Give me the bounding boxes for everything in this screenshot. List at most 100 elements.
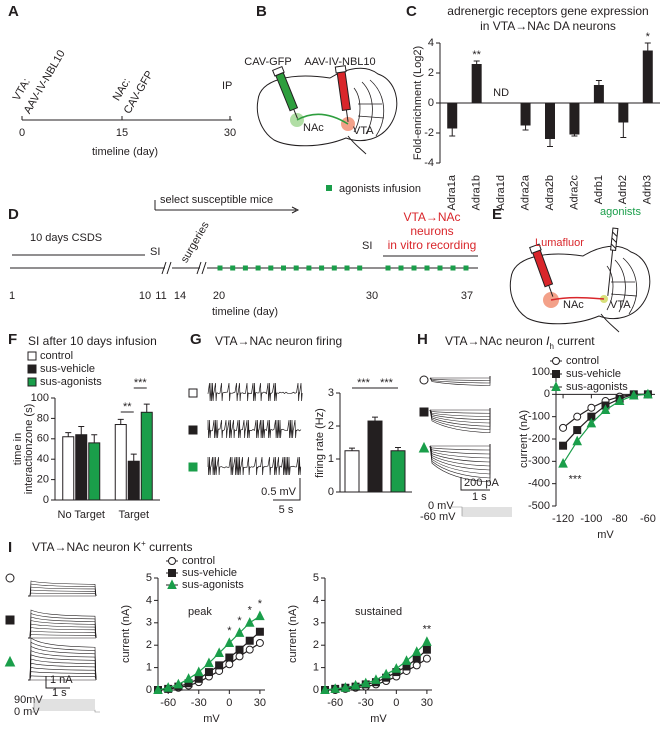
arrow-head [291,206,300,214]
syringe [271,65,299,119]
y-tick-label: -400 [528,478,550,490]
marker [600,404,611,414]
trace [207,419,302,439]
legend-swatch [27,364,37,374]
error-bar [91,434,98,443]
trace [429,444,491,483]
x-tick-label: -120 [552,513,574,525]
legend-label: agonists infusion [339,183,421,195]
group-marker [419,375,429,385]
scale-label: 1 s [472,491,487,503]
bar [88,442,101,501]
trace [430,444,491,447]
scale-bar [273,478,301,501]
marker [255,627,264,636]
y-tick-label: 80 [37,412,49,424]
error-bar [644,42,651,51]
x-tick-label: -60 [160,697,176,709]
label: NAc [303,122,324,134]
bar [390,450,406,493]
y-axis-label: current (nA) [287,605,299,663]
infusion-dot [230,265,236,271]
tick-label: 37 [461,290,473,302]
error-bar [372,416,378,422]
y-tick-label: 100 [31,392,49,404]
y-tick-label: 0 [428,97,434,109]
y-tick-label: 0 [313,684,319,696]
annotation: ** [423,624,432,636]
y-tick-label: -4 [424,157,434,169]
tick-label: 20 [213,290,225,302]
marker [401,655,412,665]
group-marker [419,407,429,417]
legend-label: control [40,350,73,362]
y-tick-label: 2 [328,420,334,432]
title-part: VTA→NAc neuron [445,334,546,348]
y-tick-label: 60 [37,433,49,445]
x-axis-label: mV [597,529,614,541]
annotation: * [248,605,253,617]
panel-label: B [256,3,267,20]
marker [422,636,432,646]
legend-marker [551,381,561,391]
x-tick-label: 0 [226,697,232,709]
chart-title: VTA→NAc neuron Ih current [445,334,595,350]
marker [422,645,431,654]
panel-label: H [417,331,428,348]
plot-label: sustained [355,606,402,618]
error-bar [595,80,602,85]
marker [245,636,254,645]
significance: ** [123,401,132,413]
bar [75,434,88,501]
panel-label: G [190,331,202,348]
bar [642,50,653,103]
y-axis-label: Fold-enrichment (Log2) [412,46,424,160]
protocol-label: 90mV [14,694,43,706]
trace [429,408,491,434]
marker [586,417,597,428]
x-axis-label: mV [370,713,387,725]
infusion-dot [293,265,299,271]
chart-title: SI after 10 days infusion [28,334,157,348]
panel-label: C [406,3,417,20]
x-tick-label: Adrb1 [593,175,605,204]
infusion-dot [319,265,325,271]
trace [28,613,97,639]
x-tick-label: Adra2a [519,174,531,210]
bar [114,424,127,501]
y-tick-label: 4 [146,594,152,606]
panel-label: D [8,206,19,223]
title-part: h [550,342,554,351]
trace [207,456,302,476]
infusion-dot [450,265,456,271]
tick-label: 1 [9,290,15,302]
axis-break [196,261,207,275]
x-tick-label: -30 [358,697,374,709]
bar [367,420,383,493]
projection [550,296,605,301]
bar [471,64,482,103]
label: neurons [410,224,453,238]
marker [391,663,402,673]
y-tick-label: 5 [146,572,152,584]
y-tick-label: 3 [313,617,319,629]
chart-title: VTA→NAc neuron firing [215,334,342,348]
label: select susceptible mice [160,194,273,206]
infusion-dot [344,265,350,271]
scale-bar [45,676,70,689]
tick-label: 15 [116,127,128,139]
protocol [30,699,100,713]
marker [559,423,568,432]
brain-outline [509,245,651,333]
y-tick-label: 3 [146,617,152,629]
trace [429,408,491,414]
trace [429,444,491,451]
y-tick-label: 2 [313,639,319,651]
legend-label: control [182,555,215,567]
legend-label: sus-agonists [566,381,628,393]
plot-label: peak [188,606,212,618]
marker [340,682,351,692]
marker [255,610,265,621]
group-marker [188,388,198,398]
